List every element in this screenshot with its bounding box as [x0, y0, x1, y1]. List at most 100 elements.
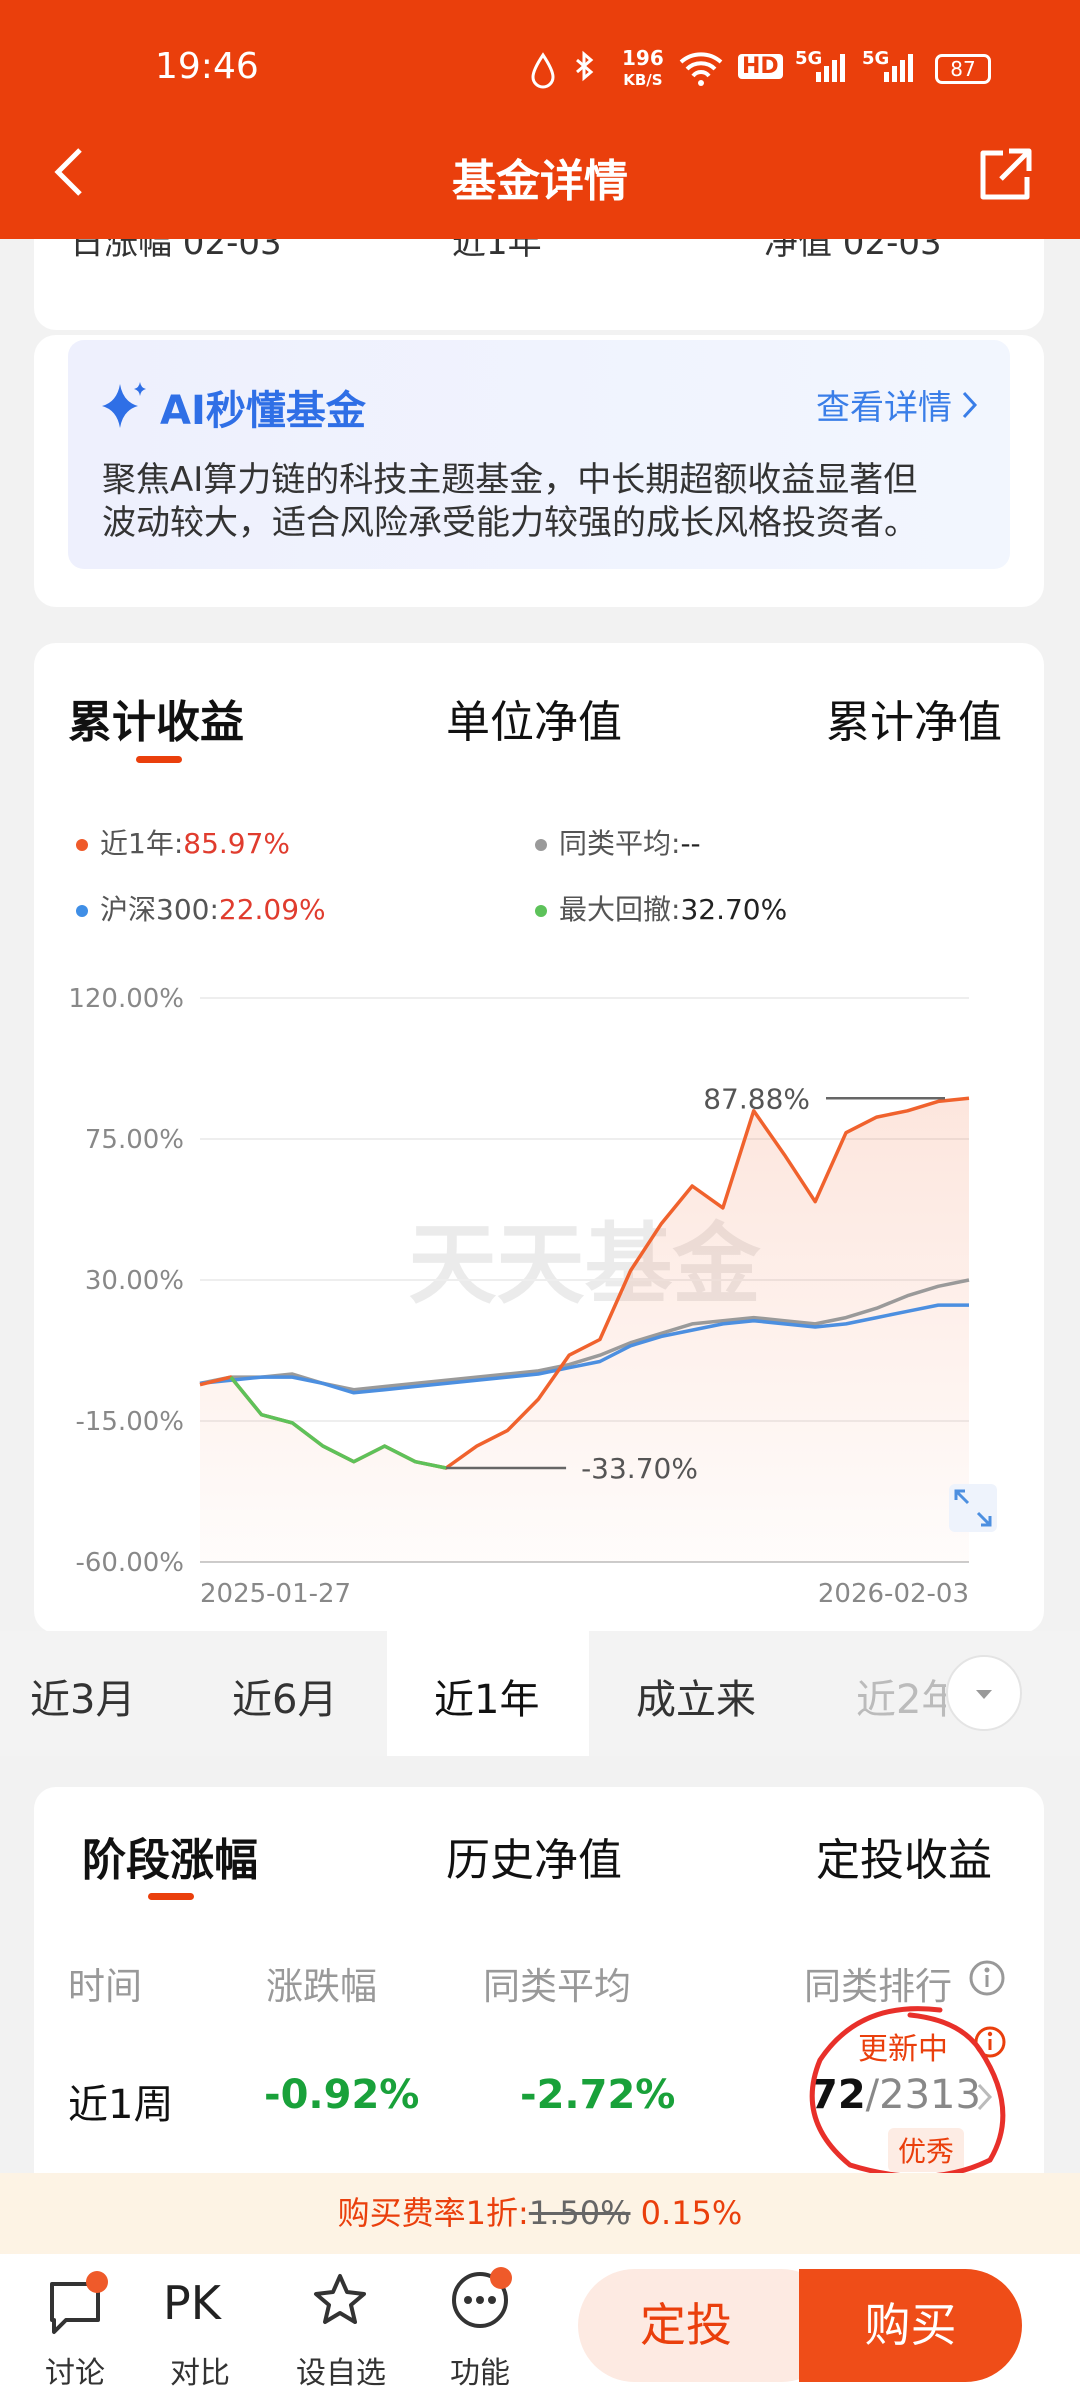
period-selected: [387, 1631, 589, 1756]
icon: [531, 52, 555, 89]
x-tick-label: 2026-02-03: [818, 1579, 969, 1609]
nav-icons: [50, 2267, 512, 2334]
nav-label[interactable]: 设自选: [296, 2356, 386, 2391]
period-bar: 近3月 近6月 近1年 成立来 近2年: [0, 1631, 1080, 1756]
fee-bar: 购买费率1折:1.50% 0.15%: [0, 2173, 1080, 2254]
column-header: 同类排行: [804, 1965, 952, 2008]
period-tab[interactable]: 近2年: [856, 1677, 946, 1723]
ai-text: 波动较大，适合风险承受能力较强的成长风格投资者。: [102, 503, 918, 543]
expand-button[interactable]: [949, 1484, 997, 1532]
rank-badge: 优秀: [888, 2128, 965, 2172]
header: 19:46 196 KB/S HD 5G 5G 87 基金详情: [0, 0, 1080, 239]
legend-label: 最大回撤:: [559, 893, 681, 926]
nav-icon-text: PK: [163, 2276, 221, 2330]
x-tick-label: 2025-01-27: [200, 1579, 351, 1609]
tab-indicator: [136, 756, 182, 763]
legend-label: 近1年:: [100, 827, 184, 860]
legend-dot: [76, 905, 88, 917]
chevron: [962, 391, 978, 419]
period-tab[interactable]: 近1年: [434, 1677, 540, 1723]
legend-item: 同类平均:--: [535, 822, 701, 862]
wifi-icon: [679, 52, 723, 86]
tab[interactable]: 单位净值: [446, 697, 622, 748]
button-buy[interactable]: 购买: [799, 2269, 1022, 2382]
y-tick-label: 75.00%: [85, 1125, 184, 1155]
info-icon[interactable]: [967, 1958, 1007, 1998]
nav-label[interactable]: 功能: [450, 2356, 510, 2391]
speed: 196: [622, 46, 664, 70]
legend-item: 沪深300:22.09%: [76, 888, 326, 928]
ai-text: 聚焦AI算力链的科技主题基金，中长期超额收益显著但: [102, 460, 918, 500]
drawdown-line: [229, 1375, 447, 1470]
ai-card: AI秒懂基金 查看详情 聚焦AI算力链的科技主题基金，中长期超额收益显著但 波动…: [68, 340, 1010, 569]
line: [199, 1303, 969, 1395]
perf-card: [34, 1787, 1044, 2237]
period-cell: 近1周: [68, 2082, 174, 2128]
y-tick-label: -60.00%: [75, 1548, 184, 1578]
status-speed: 196 KB/S: [622, 48, 664, 90]
tab[interactable]: 累计收益: [68, 697, 244, 748]
legend-item: 近1年:85.97%: [76, 822, 290, 862]
area: [200, 1098, 969, 1562]
ai-link[interactable]: 查看详情: [816, 388, 952, 428]
period-tab[interactable]: 成立来: [636, 1677, 756, 1723]
y-tick-label: 30.00%: [85, 1266, 184, 1296]
signal-icons: [816, 54, 913, 82]
icon: [576, 50, 594, 82]
tab[interactable]: 阶段涨幅: [82, 1835, 258, 1886]
legend-label: 同类平均:: [559, 827, 681, 860]
status-hd: HD: [738, 54, 783, 79]
rank-total: /2313: [865, 2072, 981, 2118]
status-net: 5G: [795, 48, 823, 69]
change-cell: -0.92%: [264, 2072, 420, 2118]
fee-current: 0.15%: [640, 2194, 743, 2232]
legend-value: 32.70%: [680, 893, 788, 926]
update-status: 更新中: [858, 2032, 948, 2067]
rank-cell: 72/2313: [810, 2072, 981, 2118]
column-header: 同类平均: [483, 1965, 631, 2008]
back-button[interactable]: [50, 145, 90, 200]
ai-title: AI秒懂基金: [160, 388, 366, 434]
fee-original: 1.50%: [528, 2194, 631, 2232]
legend-value: --: [680, 827, 701, 860]
min-label: -33.70%: [581, 1452, 698, 1485]
bottom-nav: PK 讨论 对比 设自选 功能 定投 购买: [0, 2254, 1080, 2400]
share-button[interactable]: [975, 145, 1035, 205]
status-net: 5G: [862, 48, 890, 69]
page-title: 基金详情: [452, 156, 628, 207]
expand-icon: [954, 1489, 992, 1527]
speed-unit: KB/S: [623, 71, 663, 89]
nav-label[interactable]: 讨论: [45, 2356, 105, 2391]
ai-icon: [102, 382, 146, 428]
column-header: 时间: [68, 1965, 142, 2008]
legend-dot: [76, 839, 88, 851]
rank: 72: [810, 2072, 866, 2118]
more-button[interactable]: [946, 1655, 1022, 1731]
button-plan[interactable]: 定投: [578, 2269, 838, 2382]
status-icons: [531, 50, 594, 89]
max-label: 87.88%: [703, 1082, 810, 1115]
fee-text: 购买费率1折:: [337, 2194, 529, 2232]
column-header: 涨跌幅: [266, 1965, 377, 2008]
y-tick-label: 120.00%: [68, 984, 184, 1014]
hand-circle: [809, 2006, 1006, 2179]
legend-dot: [535, 839, 547, 851]
legend-value: 22.09%: [218, 893, 326, 926]
legend-dot: [535, 905, 547, 917]
y-tick-label: -15.00%: [75, 1407, 184, 1437]
tab[interactable]: 历史净值: [446, 1835, 622, 1886]
tab-indicator: [148, 1893, 194, 1900]
nav-label[interactable]: 对比: [170, 2356, 230, 2391]
legend-label: 沪深300:: [100, 893, 219, 926]
avg-cell: -2.72%: [520, 2072, 676, 2118]
period-tab[interactable]: 近6月: [232, 1677, 338, 1723]
status-time: 19:46: [155, 46, 259, 87]
tab[interactable]: 累计净值: [826, 697, 1002, 748]
chevron: [977, 2083, 993, 2111]
legend-value: 85.97%: [183, 827, 291, 860]
period-tab[interactable]: 近3月: [30, 1677, 136, 1723]
legend-item: 最大回撤:32.70%: [535, 888, 787, 928]
battery: 87: [935, 54, 991, 84]
tab[interactable]: 定投收益: [816, 1835, 992, 1886]
